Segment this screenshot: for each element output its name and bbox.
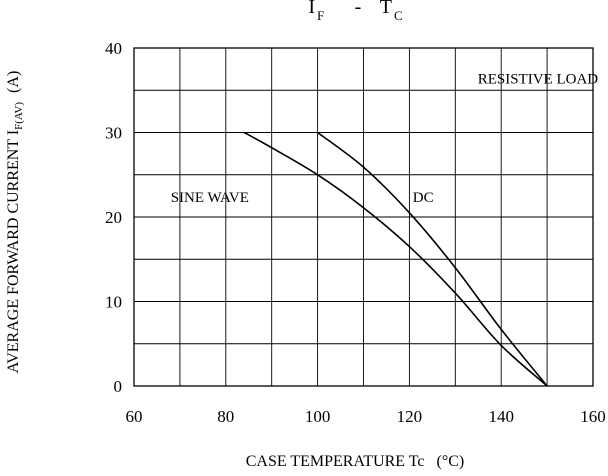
x-tick-label: 140 [488,407,514,426]
annotation-label: RESISTIVE LOAD [478,71,599,87]
y-axis-label-unit: (A) [5,71,22,93]
curve-layer [243,131,548,387]
x-tick-label: 60 [126,407,143,426]
title-separator: - [355,0,362,18]
title-left-sub: F [317,8,324,23]
x-tick-labels: 60 80 100 120 140 160 [126,407,606,426]
y-tick-label: 40 [105,39,122,58]
grid-lines [134,48,593,386]
series-line-sine-wave [243,131,548,387]
y-axis-label-sub: F(AV) [13,102,25,130]
x-tick-label: 160 [580,407,606,426]
x-axis-label: CASE TEMPERATURE Tc (°C) [246,453,464,470]
y-axis-label-main: AVERAGE FORWARD CURRENT I [5,130,22,373]
y-tick-labels: 0 10 20 30 40 [105,39,122,396]
annotation-layer: RESISTIVE LOAD SINE WAVE DC [171,71,599,205]
x-tick-label: 100 [305,407,331,426]
x-axis-label-unit: (°C) [437,453,465,470]
y-tick-label: 10 [105,293,122,312]
chart-title: I F - T C [308,0,402,23]
y-tick-label: 0 [114,377,123,396]
title-left-main: I [308,0,315,18]
plot-frame [133,47,594,387]
title-right-sub: C [394,8,403,23]
annotation-label: DC [413,190,434,206]
y-axis-label: AVERAGE FORWARD CURRENT IF(AV) (A) [5,71,25,374]
x-tick-label: 120 [397,407,423,426]
annotation-label: SINE WAVE [171,190,249,206]
x-axis-label-text: CASE TEMPERATURE Tc [246,453,425,470]
x-tick-label: 80 [217,407,234,426]
y-tick-label: 20 [105,208,122,227]
series-line-dc [317,131,548,387]
title-right-main: T [380,0,392,18]
y-tick-label: 30 [105,124,122,143]
